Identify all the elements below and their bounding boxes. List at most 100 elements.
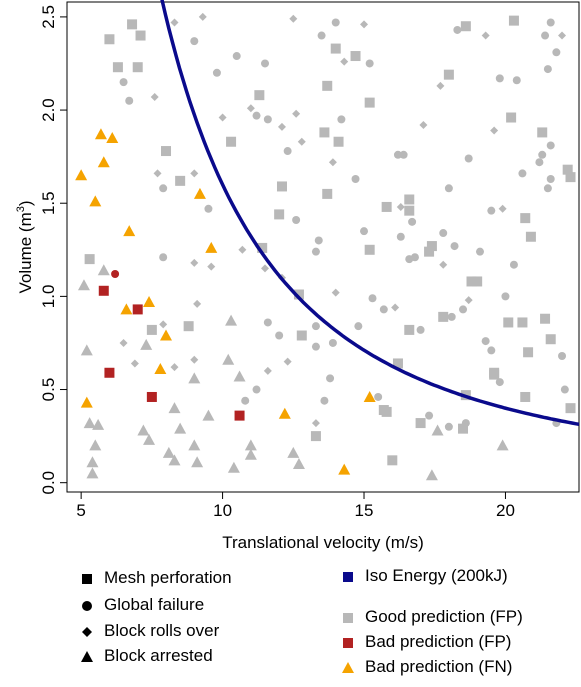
good-prediction-point xyxy=(392,358,403,369)
x-tick-label: 20 xyxy=(496,501,515,520)
good-prediction-point xyxy=(168,402,181,414)
good-prediction-point xyxy=(244,439,257,451)
good-prediction-point xyxy=(146,324,157,335)
bad-fp-point xyxy=(98,285,109,296)
legend-label: Global failure xyxy=(104,595,205,614)
good-fp-swatch-icon xyxy=(341,610,355,624)
x-axis-label: Translational velocity (m/s) xyxy=(222,533,424,552)
legend-label: Block rolls over xyxy=(104,621,220,640)
good-prediction-point xyxy=(393,150,402,159)
good-prediction-point xyxy=(560,385,569,394)
bad-fn-point xyxy=(94,128,107,140)
good-prediction-point xyxy=(537,127,548,138)
good-prediction-point xyxy=(202,409,215,421)
good-prediction-point xyxy=(425,469,438,481)
good-prediction-point xyxy=(232,52,241,61)
good-prediction-point xyxy=(175,175,186,186)
good-prediction-point xyxy=(431,424,444,436)
y-tick-label: 0.0 xyxy=(39,471,58,495)
bad-fn-point xyxy=(89,195,102,207)
y-tick-label: 0.5 xyxy=(39,378,58,402)
good-prediction-point xyxy=(489,369,500,380)
good-prediction-point xyxy=(330,43,341,54)
bad-fp-point xyxy=(146,391,157,402)
good-prediction-point xyxy=(112,62,123,73)
good-prediction-point xyxy=(311,342,320,351)
good-prediction-point xyxy=(170,18,179,27)
good-prediction-point xyxy=(222,353,235,365)
good-prediction-point xyxy=(387,455,398,466)
good-prediction-point xyxy=(292,109,301,118)
bad-fn-point xyxy=(205,241,218,253)
good-prediction-point xyxy=(190,169,199,178)
good-prediction-point xyxy=(191,456,204,468)
bad-fn-point xyxy=(106,132,119,144)
good-prediction-point xyxy=(261,59,270,68)
good-prediction-point xyxy=(464,296,473,305)
good-prediction-point xyxy=(496,439,509,451)
good-prediction-point xyxy=(364,244,375,255)
good-prediction-point xyxy=(490,126,499,135)
good-prediction-point xyxy=(263,318,272,327)
good-prediction-point xyxy=(293,289,304,300)
y-axis-label: Volume (m3) xyxy=(15,200,35,293)
good-prediction-point xyxy=(365,59,374,68)
good-prediction-point xyxy=(391,303,400,312)
good-prediction-point xyxy=(546,174,555,183)
good-prediction-point xyxy=(436,81,445,90)
good-prediction-point xyxy=(517,317,528,328)
diamond-icon xyxy=(80,624,94,638)
good-prediction-point xyxy=(322,188,333,199)
good-prediction-point xyxy=(328,338,337,347)
good-prediction-point xyxy=(190,37,199,46)
good-prediction-point xyxy=(326,374,335,383)
y-axis-label-main: Volume (m xyxy=(16,212,35,293)
plot-frame xyxy=(66,1,580,493)
good-prediction-point xyxy=(89,439,102,451)
good-prediction-point xyxy=(535,158,544,167)
good-prediction-point xyxy=(225,314,238,326)
legend-label: Good prediction (FP) xyxy=(365,607,523,626)
y-axis: 0.0 0.5 1.0 1.5 2.0 2.5 xyxy=(39,5,67,495)
legend-label: Mesh perforation xyxy=(104,568,232,587)
good-prediction-point xyxy=(314,236,323,245)
good-prediction-point xyxy=(444,184,453,193)
good-prediction-point xyxy=(503,317,514,328)
bad-fn-point xyxy=(338,463,351,475)
good-prediction-point xyxy=(439,260,448,269)
good-prediction-point xyxy=(508,15,519,26)
y-tick-label: 1.0 xyxy=(39,285,58,309)
good-prediction-point xyxy=(426,241,437,252)
good-prediction-point xyxy=(396,232,405,241)
good-prediction-point xyxy=(379,305,388,314)
bad-fp-point xyxy=(104,367,115,378)
good-prediction-point xyxy=(263,366,272,375)
good-prediction-point xyxy=(443,69,454,80)
good-prediction-point xyxy=(257,242,268,253)
good-prediction-point xyxy=(546,18,555,27)
good-prediction-point xyxy=(311,419,320,428)
legend-bad-prediction-fp: Bad prediction (FP) xyxy=(341,632,511,652)
good-prediction-point xyxy=(481,31,490,40)
legend-shape-triangle: Block arrested xyxy=(80,646,213,666)
good-prediction-point xyxy=(472,276,483,287)
good-prediction-point xyxy=(506,112,517,123)
good-prediction-point xyxy=(360,227,369,236)
bad-fn-point xyxy=(154,363,167,375)
legend-iso-energy: Iso Energy (200kJ) xyxy=(341,566,508,586)
good-prediction-point xyxy=(331,18,340,27)
good-prediction-point xyxy=(317,31,326,40)
good-prediction-point xyxy=(277,122,286,131)
good-prediction-point xyxy=(83,417,96,429)
iso-energy-swatch-icon xyxy=(341,569,355,583)
good-prediction-point xyxy=(562,164,573,175)
good-prediction-point xyxy=(368,294,377,303)
good-prediction-point xyxy=(543,65,552,74)
good-prediction-point xyxy=(276,181,287,192)
good-prediction-point xyxy=(97,264,110,276)
good-prediction-point xyxy=(404,324,415,335)
bad-fn-point xyxy=(160,329,173,341)
good-prediction-point xyxy=(159,320,168,329)
good-prediction-point xyxy=(525,231,536,242)
